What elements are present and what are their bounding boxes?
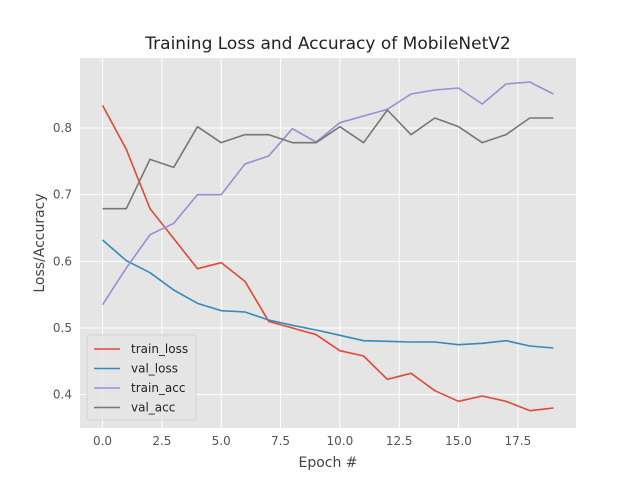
y-tick-label: 0.6 — [53, 254, 72, 268]
legend-label-val_loss: val_loss — [131, 362, 178, 376]
tick-labels: 0.0 2.5 5.0 7.5 10.0 12.5 15.0 17.5 0.4 0.5 0.6 0.7… — [53, 121, 531, 448]
legend-label-val_acc: val_acc — [131, 401, 175, 415]
y-tick-label: 0.5 — [53, 321, 72, 335]
y-tick-label: 0.4 — [53, 388, 72, 402]
y-axis-label: Loss/Accuracy — [32, 193, 48, 292]
legend-box — [86, 334, 197, 421]
series-line-val_acc — [102, 109, 554, 210]
series-line-train_loss — [101, 104, 554, 412]
series-lines — [101, 81, 554, 412]
legend: train_loss val_loss train_acc val_acc — [86, 334, 197, 421]
x-axis-label: Epoch # — [298, 455, 357, 471]
x-tick-label: 17.5 — [504, 434, 531, 448]
x-tick-label: 0.0 — [93, 434, 112, 448]
y-tick-label: 0.7 — [53, 188, 72, 202]
x-tick-label: 7.5 — [271, 434, 290, 448]
y-tick-label: 0.8 — [53, 121, 72, 135]
chart-title: Training Loss and Accuracy of MobileNetV… — [144, 34, 510, 54]
x-tick-label: 2.5 — [152, 434, 171, 448]
legend-label-train_acc: train_acc — [131, 381, 185, 395]
x-tick-label: 12.5 — [386, 434, 413, 448]
legend-label-train_loss: train_loss — [131, 342, 188, 356]
series-line-train_acc — [101, 81, 554, 306]
x-tick-label: 5.0 — [212, 434, 231, 448]
series-line-val_loss — [102, 239, 554, 349]
x-tick-label: 15.0 — [445, 434, 472, 448]
x-tick-label: 10.0 — [327, 434, 354, 448]
